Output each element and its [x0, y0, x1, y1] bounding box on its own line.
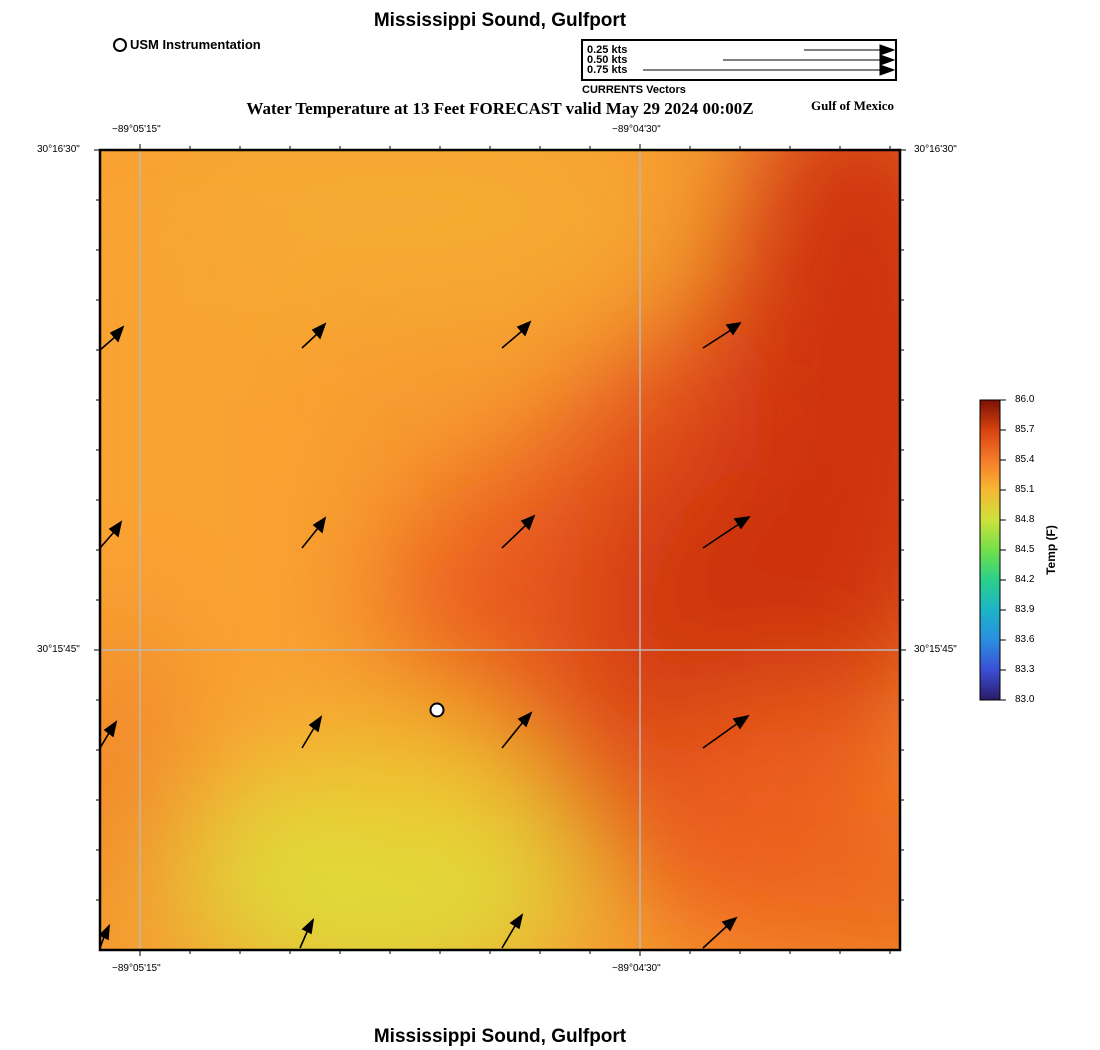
colorbar-title: Temp (F) [1044, 525, 1058, 575]
vector-legend-label-2: 0.50 kts [587, 54, 628, 66]
current-vector [99, 325, 125, 351]
station-marker-icon [113, 37, 127, 52]
current-vector [702, 321, 742, 349]
current-vector [702, 916, 738, 949]
current-vector [99, 720, 118, 749]
colorbar-tick-label: 85.7 [1015, 424, 1035, 435]
footer-title: Mississippi Sound, Gulfport [373, 1026, 627, 1047]
vector-legend-label-3: 0.75 kts [587, 64, 628, 76]
usm-legend-label: USM Instrumentation [130, 37, 261, 52]
current-vector [98, 923, 110, 949]
colorbar-tick-label: 84.2 [1015, 574, 1035, 585]
vector-legend-arrows [643, 44, 895, 76]
temperature-field [100, 150, 900, 950]
usm-station-marker[interactable] [429, 702, 445, 718]
current-vector [702, 515, 751, 549]
vector-legend-label-1: 0.25 kts [587, 44, 628, 56]
colorbar-tick-label: 84.5 [1015, 544, 1035, 555]
lon-label-top-1: −89°05'15" [112, 124, 161, 135]
colorbar-tick-label: 83.3 [1015, 664, 1035, 675]
lat-label-right-2: 30°15'45" [914, 644, 957, 655]
lat-label-left-1: 30°16'30" [37, 144, 80, 155]
current-vectors [98, 320, 751, 949]
usm-legend: USM Instrumentation [113, 37, 261, 52]
colorbar-tick-label: 85.1 [1015, 484, 1035, 495]
current-vector [99, 520, 123, 549]
lat-label-right-1: 30°16'30" [914, 144, 957, 155]
current-vector [501, 711, 533, 749]
colorbar [979, 399, 1006, 701]
graticule [100, 150, 900, 950]
region-label: Gulf of Mexico [811, 98, 895, 113]
colorbar-tick-label: 85.4 [1015, 454, 1035, 465]
current-vector [702, 714, 750, 749]
colorbar-tick-label: 83.0 [1015, 694, 1035, 705]
colorbar-tick-label: 83.6 [1015, 634, 1035, 645]
colorbar-tick-label: 83.9 [1015, 604, 1035, 615]
current-vector-legend: 0.25 kts 0.50 kts 0.75 kts [581, 39, 897, 81]
vector-legend-caption: CURRENTS Vectors [582, 84, 686, 96]
frame-ticks [94, 144, 906, 956]
current-vector [301, 715, 323, 749]
current-vector [301, 322, 327, 349]
forecast-title: Water Temperature at 13 Feet FORECAST va… [246, 99, 754, 118]
lon-label-bottom-1: −89°05'15" [112, 963, 161, 974]
current-vector [301, 516, 327, 549]
map-title: Mississippi Sound, Gulfport [373, 10, 627, 31]
colorbar-tick-label: 84.8 [1015, 514, 1035, 525]
lat-label-left-2: 30°15'45" [37, 644, 80, 655]
current-vector [299, 917, 315, 949]
lon-label-bottom-2: −89°04'30" [612, 963, 661, 974]
current-vector [501, 913, 524, 949]
current-vector [501, 514, 536, 549]
current-vector [501, 320, 532, 349]
lon-label-top-2: −89°04'30" [612, 124, 661, 135]
colorbar-tick-label: 86.0 [1015, 394, 1035, 405]
